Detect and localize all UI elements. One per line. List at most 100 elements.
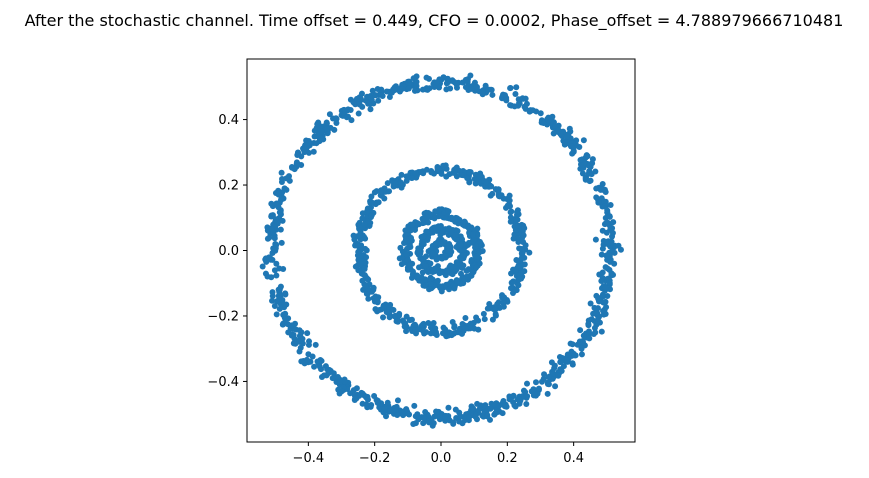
data-point (477, 173, 484, 180)
data-point (387, 408, 394, 415)
data-point (452, 232, 459, 239)
data-point (271, 303, 278, 310)
data-point (586, 335, 593, 342)
data-point (402, 236, 409, 243)
data-point (370, 284, 377, 291)
data-point (420, 233, 427, 240)
data-point (458, 172, 465, 178)
data-point (364, 396, 371, 403)
data-point (437, 241, 444, 248)
data-point (555, 127, 562, 134)
data-point (463, 267, 470, 274)
data-point (334, 373, 341, 380)
data-point (303, 356, 310, 363)
data-point (359, 390, 366, 397)
data-point (306, 338, 313, 345)
data-point (316, 363, 323, 370)
data-point (474, 400, 481, 407)
x-tick-label: 0.0 (431, 451, 452, 466)
data-point (580, 137, 587, 144)
data-point (313, 140, 320, 147)
data-point (517, 274, 524, 281)
data-point (469, 239, 476, 246)
data-point (297, 332, 304, 339)
data-point (577, 157, 584, 163)
data-point (526, 249, 533, 256)
data-points (259, 72, 624, 429)
data-point (305, 137, 312, 144)
data-point (518, 246, 525, 253)
data-point (333, 115, 340, 122)
data-point (278, 196, 285, 203)
data-point (507, 214, 514, 221)
data-point (467, 72, 474, 79)
data-point (465, 274, 472, 281)
data-point (469, 269, 476, 276)
data-point (598, 251, 605, 258)
data-point (489, 91, 496, 98)
data-point (311, 363, 318, 370)
data-point (514, 209, 521, 216)
data-point (500, 299, 507, 306)
data-point (470, 231, 477, 238)
data-point (368, 97, 375, 104)
data-point (422, 263, 429, 270)
data-point (515, 262, 522, 269)
data-point (377, 188, 384, 195)
data-point (401, 319, 408, 326)
data-point (397, 244, 404, 251)
data-point (275, 190, 282, 197)
data-point (427, 260, 434, 267)
data-point (276, 265, 283, 272)
data-point (381, 406, 388, 413)
data-point (423, 228, 430, 235)
data-point (507, 85, 514, 91)
data-point (414, 220, 421, 227)
data-point (411, 87, 418, 94)
data-point (281, 311, 288, 318)
data-point (365, 295, 372, 302)
data-point (374, 399, 381, 406)
y-tick-label: 0.2 (218, 179, 239, 194)
data-point (519, 261, 526, 268)
data-point (359, 277, 366, 284)
data-point (422, 408, 429, 415)
data-point (392, 180, 399, 187)
data-point (294, 152, 301, 159)
data-point (398, 171, 405, 178)
data-point (390, 306, 397, 313)
data-point (365, 276, 372, 283)
data-point (460, 252, 467, 259)
data-point (414, 248, 421, 255)
data-point (479, 88, 486, 95)
data-point (518, 270, 525, 277)
data-point (263, 258, 270, 265)
data-point (457, 413, 464, 420)
data-point (510, 392, 517, 399)
data-point (293, 159, 300, 166)
data-point (510, 278, 517, 285)
data-point (386, 314, 393, 321)
data-point (403, 406, 410, 413)
data-point (276, 305, 283, 312)
data-point (457, 241, 464, 248)
data-point (411, 321, 418, 328)
data-point (595, 199, 602, 206)
data-point (513, 287, 520, 294)
data-point (362, 283, 369, 290)
data-point (425, 320, 432, 327)
data-point (378, 86, 385, 93)
data-point (500, 303, 507, 310)
data-point (504, 202, 511, 209)
data-point (273, 298, 280, 305)
data-point (456, 325, 463, 332)
data-point (409, 221, 416, 228)
data-point (552, 122, 559, 129)
data-point (266, 254, 273, 261)
data-point (602, 264, 609, 271)
data-point (603, 304, 610, 311)
data-point (375, 97, 382, 104)
data-point (523, 401, 530, 408)
data-point (394, 397, 401, 404)
